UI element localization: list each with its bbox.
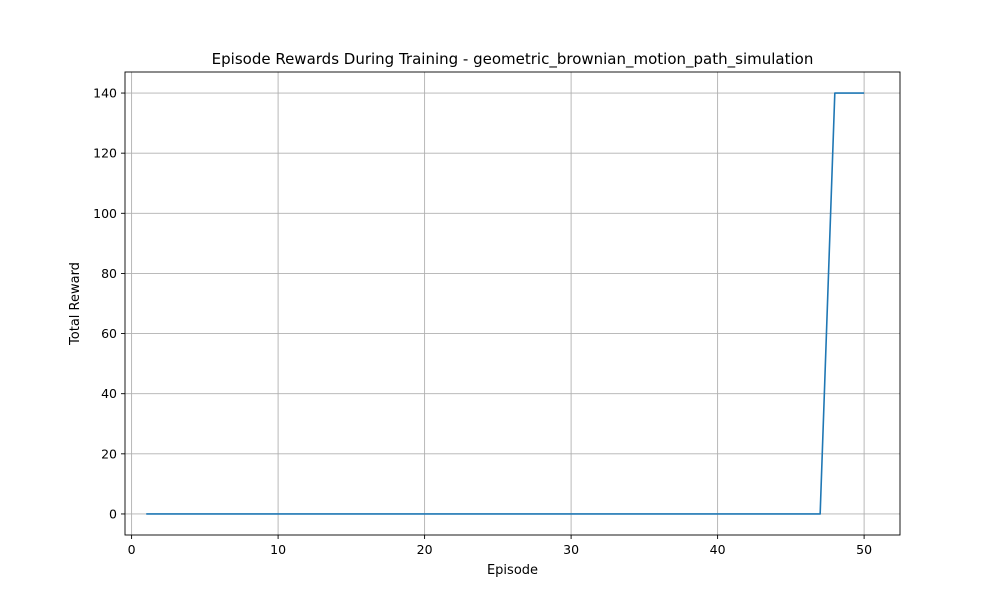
y-tick-label: 20 bbox=[101, 446, 117, 461]
chart-title: Episode Rewards During Training - geomet… bbox=[212, 50, 814, 69]
y-tick-label: 140 bbox=[93, 86, 117, 101]
y-tick-label: 120 bbox=[93, 146, 117, 161]
reward-series-line bbox=[146, 92, 865, 515]
y-axis-label: Total Reward bbox=[68, 262, 83, 346]
x-tick-label: 30 bbox=[563, 542, 579, 557]
x-tick-label: 40 bbox=[710, 542, 726, 557]
y-tick-label: 40 bbox=[101, 386, 117, 401]
tick-layer: 0 10 20 30 40 50 0 20 40 60 80 100 120 140 bbox=[93, 86, 872, 557]
x-tick-label: 50 bbox=[856, 542, 872, 557]
y-tick-label: 80 bbox=[101, 266, 117, 281]
x-tick-label: 0 bbox=[128, 542, 136, 557]
axes-frame bbox=[124, 71, 901, 536]
x-tick-label: 20 bbox=[417, 542, 433, 557]
grid-layer bbox=[125, 72, 900, 535]
y-tick-label: 0 bbox=[109, 506, 117, 521]
y-tick-label: 100 bbox=[93, 206, 117, 221]
series-layer bbox=[146, 92, 865, 515]
x-axis-label: Episode bbox=[487, 563, 538, 578]
x-tick-label: 10 bbox=[270, 542, 286, 557]
y-tick-label: 60 bbox=[101, 326, 117, 341]
